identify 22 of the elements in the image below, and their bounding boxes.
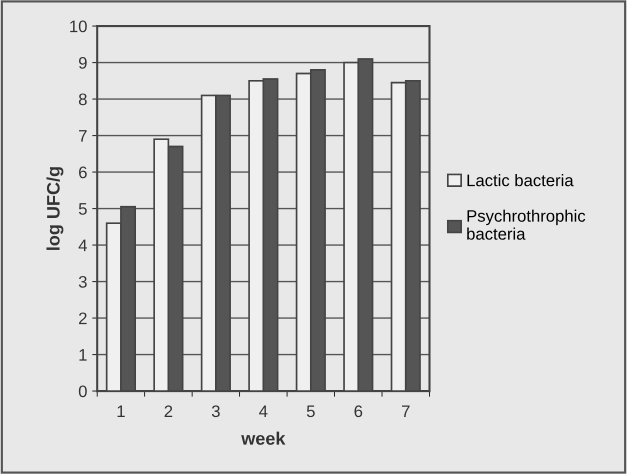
y-tick-label: 2	[79, 312, 87, 324]
y-tick-label: 10	[70, 20, 87, 32]
x-tick-label: 3	[212, 405, 220, 418]
y-tick-label: 5	[78, 203, 87, 215]
x-tick-label: 1	[118, 406, 125, 418]
legend-label: Lactic bacteria	[468, 174, 574, 186]
y-tick-label: 8	[78, 93, 87, 106]
y-tick-label: 9	[78, 56, 87, 69]
x-tick-label: 6	[354, 405, 362, 418]
y-tick-label: 3	[78, 276, 87, 288]
x-axis-title: week	[241, 432, 286, 445]
x-tick-label: 4	[259, 406, 268, 418]
legend-label: Psychrothrophic bacteria	[467, 210, 586, 240]
x-tick-label: 7	[402, 406, 410, 418]
y-tick-label: 0	[78, 385, 87, 398]
y-tick-label: 7	[79, 130, 87, 142]
x-tick-label: 5	[306, 406, 315, 418]
y-tick-label: 1	[79, 349, 87, 361]
y-tick-label: 4	[78, 240, 87, 252]
y-axis-title: log UFC/g	[46, 167, 64, 250]
x-tick-label: 2	[164, 405, 172, 418]
y-tick-label: 6	[79, 166, 87, 178]
